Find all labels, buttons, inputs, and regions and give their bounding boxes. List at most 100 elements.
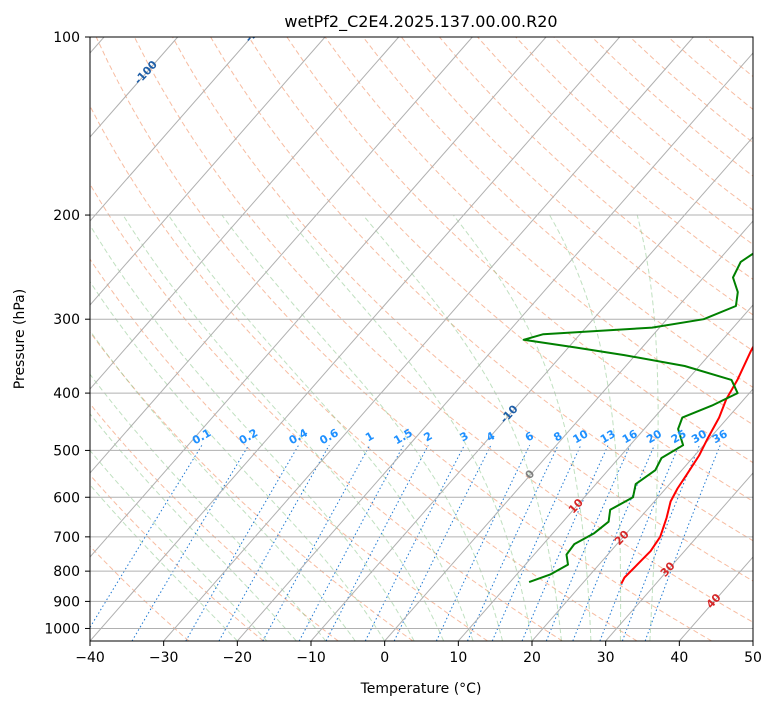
moist-adiabat-line	[90, 280, 386, 641]
moist-adiabats	[90, 214, 659, 641]
moist-adiabat-line	[636, 214, 659, 641]
dry-adiabat-line	[286, 37, 753, 464]
mixing-ratio-line	[218, 444, 330, 641]
mixing-ratio-label: 25	[669, 427, 689, 446]
mixing-ratio-label: 2	[421, 429, 434, 444]
dry-adiabat-line	[90, 474, 264, 641]
dry-adiabats	[90, 37, 753, 641]
isotherm-line	[752, 640, 753, 641]
mixing-ratio-label: 13	[598, 427, 618, 446]
mixing-ratio-line	[545, 444, 631, 641]
y-axis-label: Pressure (hPa)	[12, 289, 28, 389]
dry-adiabat-line	[90, 258, 488, 641]
isotherm-line	[90, 37, 621, 641]
moist-adiabat-line	[362, 214, 562, 641]
y-tick-label: 600	[53, 490, 80, 506]
mixing-ratio-line	[131, 444, 250, 641]
isotherm-label: -80	[350, 0, 373, 6]
mixing-ratio-line	[298, 444, 404, 641]
dry-adiabat-line	[248, 37, 753, 502]
mixing-ratio-line	[621, 445, 700, 641]
x-tick-label: 30	[597, 650, 615, 666]
mixing-ratio-line	[599, 445, 680, 641]
isotherm-line	[163, 37, 694, 641]
dry-adiabat-line	[90, 331, 414, 641]
dry-adiabat-line	[400, 37, 753, 352]
y-tick-label: 800	[53, 564, 80, 580]
dry-adiabat-line	[553, 37, 753, 211]
x-axis: −40 −30 −20 −10 0 10 20 30 40 50	[75, 641, 762, 666]
x-tick-label: −40	[75, 650, 105, 666]
x-tick-label: −30	[149, 650, 179, 666]
mixing-ratio-label: 8	[551, 429, 564, 444]
chart-title: wetPf2_C2E4.2025.137.00.00.R20	[284, 12, 557, 32]
dry-adiabat-line	[439, 37, 753, 316]
mixing-ratio-line	[393, 444, 492, 641]
mixing-ratio-label: 16	[620, 427, 640, 446]
mixing-ratio-line	[521, 444, 609, 641]
mixing-ratio-label: 1	[363, 429, 376, 444]
isotherm-line	[310, 136, 753, 641]
dry-adiabat-line	[324, 37, 753, 426]
dry-adiabat-line	[90, 105, 638, 641]
isotherm-label: -90	[242, 21, 265, 45]
isotherm-line	[236, 52, 753, 641]
y-tick-label: 500	[53, 443, 80, 459]
mixing-ratio-line	[185, 444, 300, 641]
mixing-ratio-labels: 0.1 0.2 0.4 0.6 1 1.5 2 3 4 6 8 10 13 16 20 25 30 36	[190, 426, 730, 447]
moist-adiabat-line	[90, 413, 297, 641]
x-tick-label: 0	[380, 650, 389, 666]
y-tick-label: 300	[53, 312, 80, 328]
isotherm-line	[90, 37, 326, 306]
dry-adiabat-line	[133, 37, 753, 623]
moist-adiabat-line	[167, 214, 474, 641]
y-tick-label: 900	[53, 594, 80, 610]
isotherm-line	[457, 304, 753, 641]
dry-adiabat-line	[477, 37, 753, 280]
dry-adiabat-line	[210, 37, 753, 542]
mixing-ratio-line	[90, 444, 203, 629]
moist-adiabat-line	[90, 373, 327, 641]
dry-adiabat-line	[705, 37, 753, 78]
mixing-ratio-label: 30	[689, 427, 709, 446]
mixing-ratio-label: 0.2	[237, 426, 260, 447]
x-tick-label: 50	[744, 650, 762, 666]
x-tick-label: 40	[670, 650, 688, 666]
plot-frame	[89, 36, 754, 642]
isotherm-line	[605, 472, 753, 641]
moist-adiabat-line	[90, 484, 238, 641]
dry-adiabat-line	[90, 183, 563, 641]
isotherm-line	[384, 220, 753, 641]
dry-adiabat-line	[95, 37, 712, 641]
mixing-ratio-label: 0.1	[190, 426, 213, 447]
moist-adiabat-line	[549, 214, 622, 641]
mixing-ratio-label: 3	[458, 429, 471, 444]
mixing-ratio-label: 20	[644, 427, 664, 446]
dry-adiabat-line	[667, 37, 753, 111]
isotherm-line	[90, 37, 547, 558]
mixing-ratio-lines	[90, 444, 721, 641]
y-axis: 100 200 300 400 500 600 700 800 900 1000	[44, 30, 90, 637]
mixing-ratio-line	[491, 444, 582, 641]
moist-adiabat-line	[285, 214, 533, 641]
y-tick-label: 400	[53, 386, 80, 402]
y-tick-label: 700	[53, 530, 80, 546]
dry-adiabat-line	[90, 545, 190, 641]
isotherm-line	[531, 388, 753, 641]
isotherm-line	[678, 556, 753, 641]
isotherm-line	[90, 37, 473, 474]
x-axis-label: Temperature (°C)	[360, 681, 482, 697]
y-tick-label: 200	[53, 208, 80, 224]
temperature-line	[620, 345, 753, 585]
x-tick-label: 20	[523, 650, 541, 666]
moist-adiabat-line	[122, 214, 445, 641]
mixing-ratio-line	[364, 444, 465, 641]
mixing-ratio-line	[262, 444, 371, 641]
x-tick-label: 10	[449, 650, 467, 666]
mixing-ratio-line	[644, 445, 721, 641]
mixing-ratio-label: 10	[571, 427, 591, 446]
y-tick-label: 100	[53, 30, 80, 46]
moist-adiabat-line	[90, 224, 415, 641]
y-tick-label: 1000	[44, 621, 80, 637]
